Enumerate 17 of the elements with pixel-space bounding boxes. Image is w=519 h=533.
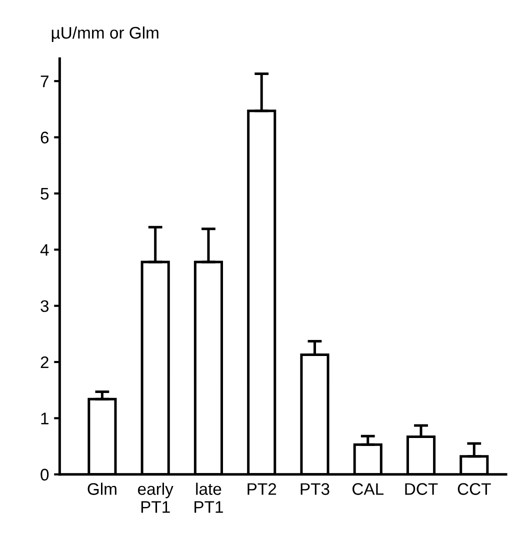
x-tick-label: DCT [405,483,438,495]
x-tick-label: Glm [88,482,116,495]
x-tick-label: PT2 [248,483,276,495]
y-tick-label: 5 [40,188,49,200]
y-tick-label: 4 [40,244,49,256]
x-tick-label: CAL [352,483,384,495]
x-tick-label: CCT [458,483,491,495]
y-axis-title: µU/mm or Glm [52,26,158,42]
y-tick-label: 3 [40,300,49,312]
y-tick-label: 0 [40,468,49,481]
y-tick-label: 7 [40,76,48,88]
x-tick-label: late PT1 [194,482,223,513]
x-tick-label: PT3 [300,483,330,495]
y-tick-label: 2 [40,356,48,368]
y-tick-label: 6 [40,132,49,144]
x-tick-label: early PT1 [138,482,174,513]
y-tick-label: 1 [41,412,48,424]
